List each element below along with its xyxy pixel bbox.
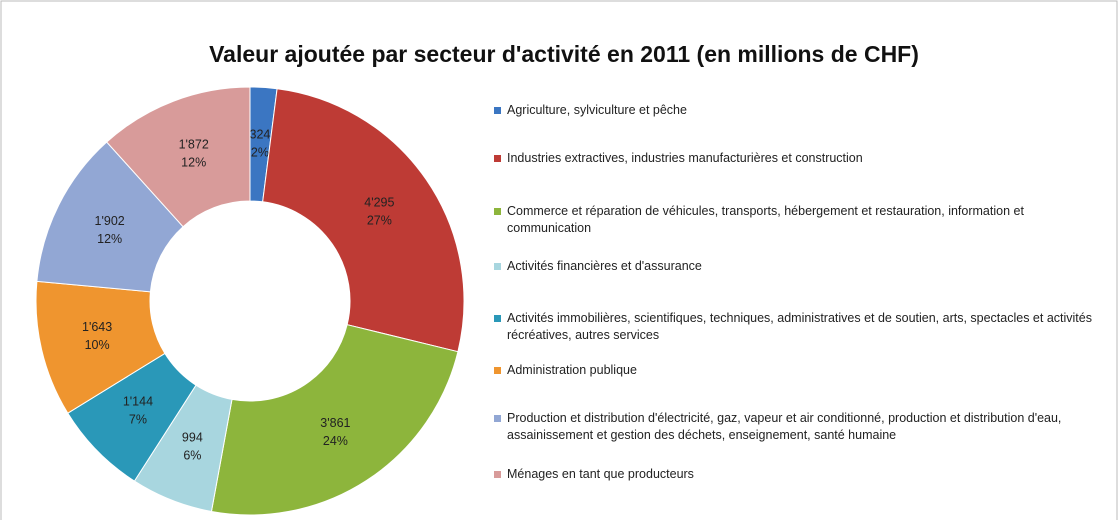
- percent-label: 12%: [181, 156, 206, 170]
- legend-item: Administration publique: [494, 362, 637, 379]
- percent-label: 2%: [251, 146, 269, 160]
- legend-label: Commerce et réparation de véhicules, tra…: [507, 204, 1024, 235]
- legend-item: Activités financières et d'assurance: [494, 258, 702, 275]
- percent-label: 24%: [323, 434, 348, 448]
- percent-label: 6%: [183, 448, 201, 462]
- legend-swatch: [494, 208, 501, 215]
- percent-label: 12%: [97, 232, 122, 246]
- donut-slice: [210, 324, 459, 516]
- legend-label: Ménages en tant que producteurs: [507, 467, 694, 481]
- legend-swatch: [494, 471, 501, 478]
- legend-swatch: [494, 415, 501, 422]
- donut-slice: [106, 86, 251, 228]
- chart-title: Valeur ajoutée par secteur d'activité en…: [209, 41, 919, 67]
- legend-item: Ménages en tant que producteurs: [494, 466, 694, 483]
- value-label: 324: [250, 128, 271, 142]
- value-label: 1'643: [82, 320, 112, 334]
- value-label: 4'295: [364, 195, 394, 209]
- legend-label: Activités immobilières, scientifiques, t…: [507, 311, 1092, 342]
- percent-label: 10%: [85, 338, 110, 352]
- legend-item: Activités immobilières, scientifiques, t…: [494, 310, 1104, 344]
- percent-label: 27%: [367, 213, 392, 227]
- legend-swatch: [494, 315, 501, 322]
- legend-label: Activités financières et d'assurance: [507, 259, 702, 273]
- legend-item: Commerce et réparation de véhicules, tra…: [494, 203, 1104, 237]
- legend-item: Production et distribution d'électricité…: [494, 410, 1104, 444]
- legend-swatch: [494, 155, 501, 162]
- legend-swatch: [494, 107, 501, 114]
- legend-label: Industries extractives, industries manuf…: [507, 151, 863, 165]
- legend-swatch: [494, 367, 501, 374]
- donut-slice: [262, 88, 465, 353]
- value-label: 1'902: [95, 214, 125, 228]
- value-label: 1'144: [123, 394, 153, 408]
- percent-label: 7%: [129, 412, 147, 426]
- value-label: 1'872: [179, 138, 209, 152]
- donut-slice: [36, 141, 184, 293]
- value-label: 3'861: [320, 416, 350, 430]
- legend-item: Industries extractives, industries manuf…: [494, 150, 863, 167]
- legend-swatch: [494, 263, 501, 270]
- value-label: 994: [182, 430, 203, 444]
- legend-label: Production et distribution d'électricité…: [507, 411, 1062, 442]
- legend-label: Agriculture, sylviculture et pêche: [507, 103, 687, 117]
- legend-label: Administration publique: [507, 363, 637, 377]
- legend-item: Agriculture, sylviculture et pêche: [494, 102, 687, 119]
